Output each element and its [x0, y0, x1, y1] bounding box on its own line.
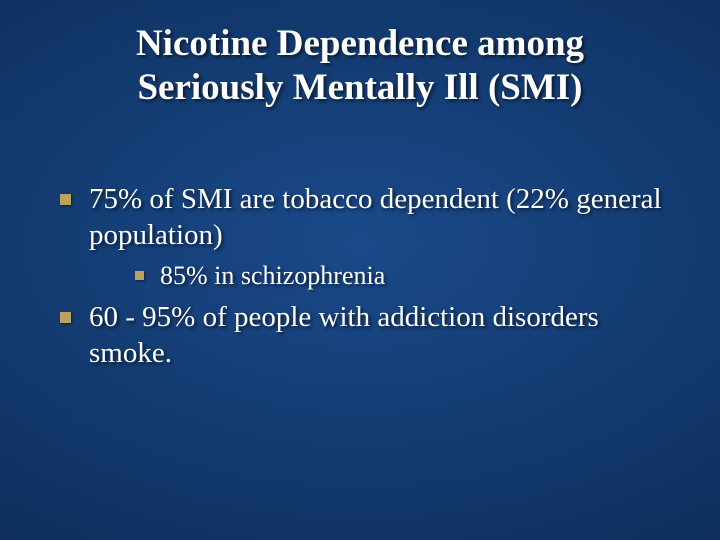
bullet-text: 85% in schizophrenia — [160, 259, 680, 293]
square-bullet-icon — [60, 194, 71, 205]
square-bullet-icon — [135, 271, 144, 280]
square-bullet-icon — [60, 312, 71, 323]
bullet-item: 75% of SMI are tobacco dependent (22% ge… — [60, 181, 680, 254]
slide-title: Nicotine Dependence among Seriously Ment… — [80, 22, 640, 111]
bullet-text: 75% of SMI are tobacco dependent (22% ge… — [89, 181, 680, 254]
slide-container: Nicotine Dependence among Seriously Ment… — [0, 0, 720, 540]
bullet-item: 85% in schizophrenia — [135, 259, 680, 293]
bullet-item: 60 - 95% of people with addiction disord… — [60, 299, 680, 372]
bullet-text: 60 - 95% of people with addiction disord… — [89, 299, 680, 372]
